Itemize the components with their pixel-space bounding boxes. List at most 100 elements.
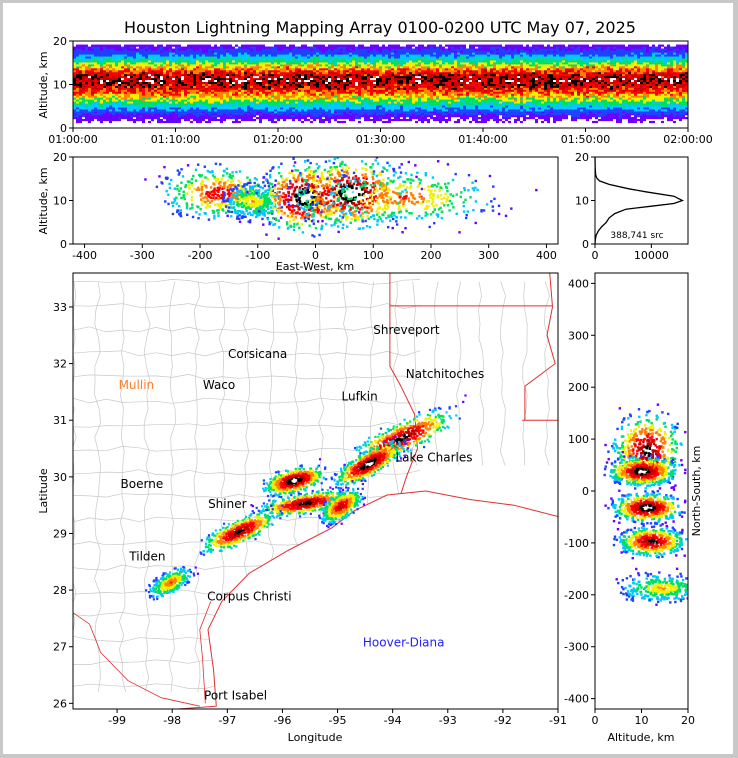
source-cell <box>388 77 391 81</box>
source-cell <box>115 118 118 122</box>
source-cell <box>439 105 442 108</box>
source-cell <box>166 50 169 53</box>
source-cell <box>235 68 238 71</box>
source-cell <box>226 99 229 102</box>
source-cell <box>97 60 100 63</box>
source-cell <box>214 115 217 118</box>
source-cell <box>433 52 436 55</box>
source-cell <box>124 73 127 77</box>
source-cell <box>328 83 331 86</box>
source-cell <box>205 58 208 61</box>
source-cell <box>88 71 91 75</box>
source-cell <box>148 54 151 57</box>
source-cell <box>154 89 157 92</box>
source-cell <box>85 58 88 61</box>
source-cell <box>430 116 433 120</box>
source-cell <box>91 48 94 51</box>
source-cell <box>235 50 238 53</box>
source-cell <box>121 113 124 116</box>
source-cell <box>448 68 451 71</box>
source-cell <box>367 56 370 59</box>
source-cell <box>373 83 376 86</box>
source-cell <box>304 48 307 51</box>
source-cell <box>124 58 127 61</box>
source-cell <box>82 107 85 110</box>
source-cell <box>160 120 163 124</box>
source-cell <box>340 58 343 61</box>
source-cell <box>169 105 172 108</box>
source-cell <box>229 75 232 79</box>
source-cell <box>292 97 295 100</box>
source-cell <box>331 101 334 104</box>
source-cell <box>97 113 100 116</box>
source-cell <box>313 60 316 63</box>
source-cell <box>199 75 202 79</box>
source-cell <box>136 105 139 108</box>
source-cell <box>319 85 322 88</box>
source-cell <box>190 56 193 59</box>
source-cell <box>358 73 361 77</box>
source-cell <box>415 64 418 67</box>
source-cell <box>280 89 283 92</box>
source-cell <box>271 95 274 98</box>
source-cell <box>157 91 160 94</box>
source-cell <box>403 48 406 51</box>
source-cell <box>205 103 208 106</box>
source-cell <box>409 113 412 116</box>
source-cell <box>181 113 184 116</box>
source-cell <box>403 95 406 98</box>
source-cell <box>205 75 208 79</box>
source-cell <box>292 58 295 61</box>
source-cell <box>76 73 79 77</box>
source-cell <box>439 103 442 106</box>
source-cell <box>391 107 394 110</box>
source-cell <box>319 77 322 81</box>
source-cell <box>169 50 172 53</box>
source-cell <box>250 116 253 120</box>
source-cell <box>199 77 202 81</box>
source-cell <box>166 70 169 73</box>
source-cell <box>373 99 376 102</box>
source-cell <box>397 70 400 73</box>
source-cell <box>157 105 160 108</box>
source-cell <box>259 93 262 96</box>
source-cell <box>178 71 181 75</box>
source-cell <box>226 48 229 51</box>
source-cell <box>415 101 418 104</box>
source-cell <box>97 44 100 47</box>
source-cell <box>82 103 85 106</box>
source-cell <box>163 87 166 90</box>
source-cell <box>136 91 139 94</box>
source-cell <box>112 77 115 81</box>
source-cell <box>310 109 313 112</box>
source-cell <box>163 95 166 98</box>
source-cell <box>265 107 268 110</box>
source-cell <box>286 99 289 102</box>
source-cell <box>79 115 82 118</box>
source-cell <box>250 95 253 98</box>
source-cell <box>289 44 292 47</box>
source-cell <box>457 83 460 86</box>
source-cell <box>280 97 283 100</box>
source-cell <box>418 66 421 69</box>
source-cell <box>151 115 154 118</box>
source-cell <box>280 107 283 110</box>
source-cell <box>352 91 355 94</box>
source-cell <box>457 56 460 59</box>
source-cell <box>424 73 427 77</box>
source-cell <box>184 66 187 69</box>
source-cell <box>346 75 349 79</box>
source-cell <box>382 93 385 96</box>
source-cell <box>169 81 172 84</box>
source-cell <box>169 44 172 47</box>
source-cell <box>319 97 322 100</box>
source-cell <box>208 48 211 51</box>
source-cell <box>112 95 115 98</box>
source-cell <box>241 89 244 92</box>
source-cell <box>352 109 355 112</box>
source-cell <box>343 44 346 47</box>
source-cell <box>304 77 307 81</box>
source-cell <box>199 56 202 59</box>
source-cell <box>88 93 91 96</box>
source-cell <box>106 93 109 96</box>
